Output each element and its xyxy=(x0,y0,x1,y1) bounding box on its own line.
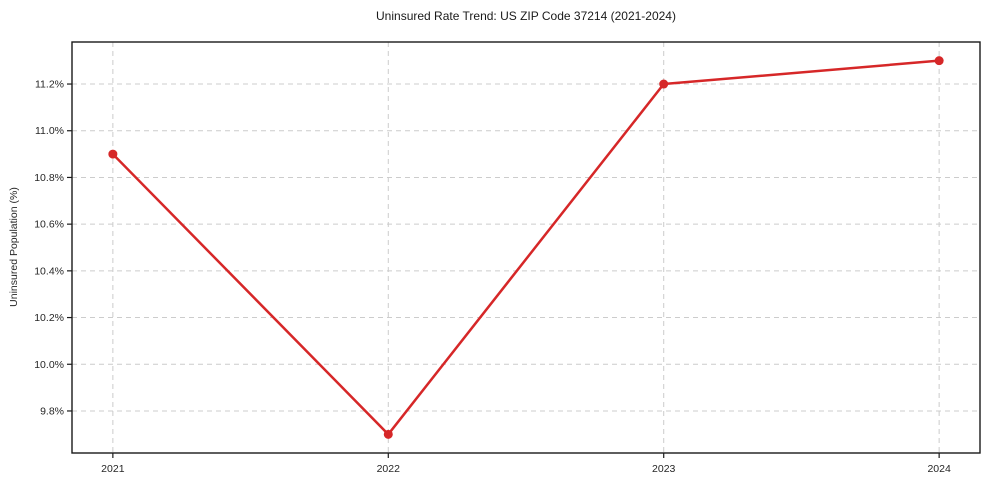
y-tick-label: 10.8% xyxy=(34,172,64,184)
plot-border xyxy=(71,41,981,454)
y-tick-label: 11.2% xyxy=(35,79,64,91)
data-point-2024 xyxy=(934,56,944,66)
data-point-2022 xyxy=(383,429,393,439)
y-tick-label: 10.0% xyxy=(34,359,64,371)
x-tick-label: 2024 xyxy=(927,463,951,475)
x-tick-label: 2023 xyxy=(652,463,676,475)
y-tick-label: 10.6% xyxy=(34,219,64,231)
trend-line xyxy=(111,59,941,436)
data-point-2021 xyxy=(108,149,118,159)
x-tick-label: 2021 xyxy=(101,463,125,475)
chart-title: Uninsured Rate Trend: US ZIP Code 37214 … xyxy=(376,9,676,23)
y-tick-label: 10.2% xyxy=(34,312,64,324)
y-tick-label: 11.0% xyxy=(35,125,64,137)
x-tick-label: 2022 xyxy=(377,463,401,475)
y-tick-label: 9.8% xyxy=(40,405,64,417)
y-tick-label: 10.4% xyxy=(34,265,64,277)
data-point-2023 xyxy=(659,79,669,89)
